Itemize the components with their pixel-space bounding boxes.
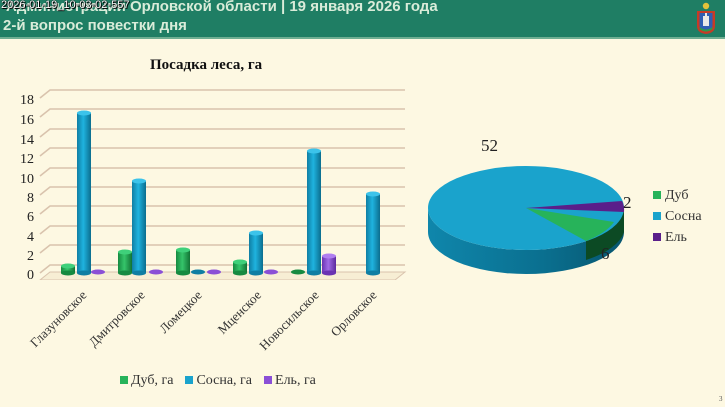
bar-chart-legend: Дуб, га Сосна, га Ель, га — [120, 373, 316, 389]
pine-swatch-icon — [653, 212, 661, 220]
spruce-swatch-icon — [653, 233, 661, 241]
y-tick-14: 14 — [20, 133, 34, 148]
y-tick-4: 4 — [27, 230, 34, 245]
y-tick-10: 10 — [20, 172, 34, 187]
pie-label-pine: 52 — [481, 136, 498, 155]
y-tick-16: 16 — [20, 113, 34, 128]
pie-legend-item-pine: Сосна — [653, 206, 702, 227]
y-tick-0: 0 — [27, 268, 34, 283]
oak-swatch-icon — [653, 191, 661, 199]
pie-chart — [428, 166, 625, 274]
y-tick-8: 8 — [27, 191, 34, 206]
legend-item-pine: Сосна, га — [185, 373, 252, 389]
timestamp-overlay: 2026-01-19_10-03-02-557 — [1, 0, 130, 11]
legend-item-spruce: Ель, га — [264, 373, 316, 389]
bar-chart — [39, 89, 407, 280]
pine-swatch-icon — [185, 376, 194, 384]
bar-chart-title: Посадка леса, га — [150, 57, 263, 73]
slide-title-line1: Администрации Орловской области | 19 янв… — [6, 0, 438, 15]
header-divider — [0, 37, 725, 39]
x-label-novosilskoe: Новосильское — [256, 287, 322, 353]
page-number: 3 — [719, 395, 723, 403]
y-tick-2: 2 — [27, 249, 34, 264]
y-tick-6: 6 — [27, 210, 34, 225]
pie-chart-legend: Дуб Сосна Ель — [653, 185, 702, 248]
spruce-swatch-icon — [264, 376, 273, 384]
coat-of-arms-icon — [697, 2, 715, 34]
x-label-lometskoe: Ломецкое — [156, 287, 205, 336]
pie-label-spruce: 2 — [623, 193, 632, 212]
x-label-orlovskoe: Орловское — [327, 287, 380, 340]
slide-header: Администрации Орловской области | 19 янв… — [0, 0, 725, 37]
legend-item-oak: Дуб, га — [120, 373, 173, 389]
pie-label-oak: 6 — [601, 244, 610, 263]
slide-title-line2: 2-й вопрос повестки дня — [3, 17, 187, 34]
y-tick-18: 18 — [20, 93, 34, 108]
x-label-glazunovskoe: Глазуновское — [27, 287, 90, 350]
x-label-mtsenskoe: Мценское — [214, 287, 264, 337]
oak-swatch-icon — [120, 376, 128, 384]
pie-legend-item-spruce: Ель — [653, 227, 702, 248]
y-tick-12: 12 — [20, 152, 34, 167]
x-label-dmitrovskoe: Дмитровское — [85, 287, 148, 350]
pie-legend-item-oak: Дуб — [653, 185, 702, 206]
